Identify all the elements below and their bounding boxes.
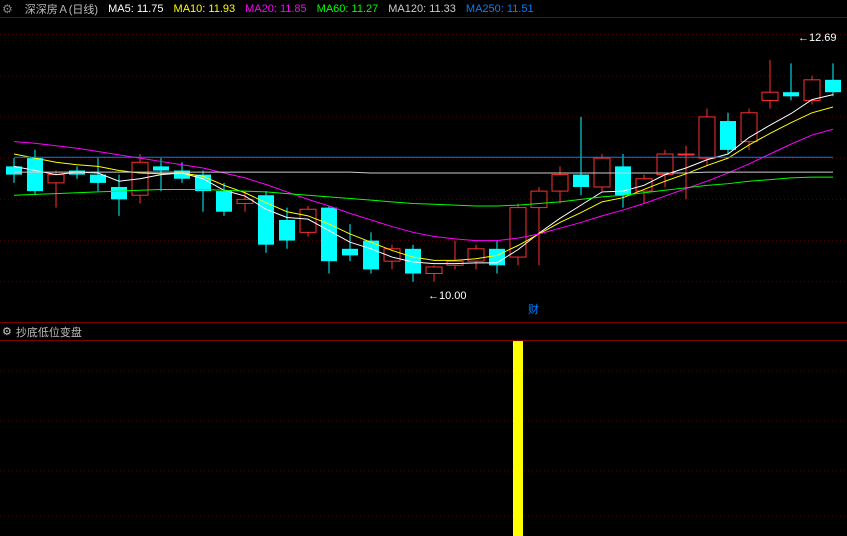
ma120-label: MA120: 11.33 — [388, 3, 456, 15]
high-price-annotation: ←12.69 — [798, 32, 837, 44]
main-chart-header: ⚙ 深深房Ａ(日线) MA5: 11.75 MA10: 11.93 MA20: … — [0, 0, 847, 18]
signal-bar — [513, 341, 523, 536]
candlestick-svg — [0, 18, 847, 323]
cai-annotation: 财 — [528, 301, 539, 317]
ma10-label: MA10: 11.93 — [174, 3, 236, 15]
ma5-label: MA5: 11.75 — [108, 3, 163, 15]
stock-chart-container: ⚙ 深深房Ａ(日线) MA5: 11.75 MA10: 11.93 MA20: … — [0, 0, 847, 536]
ma60-label: MA60: 11.27 — [317, 3, 379, 15]
gear-icon[interactable]: ⚙ — [2, 2, 13, 16]
ma20-label: MA20: 11.85 — [245, 3, 307, 15]
ma250-label: MA250: 11.51 — [466, 3, 534, 15]
low-price-annotation: ←10.00 — [428, 290, 467, 302]
gear-icon[interactable]: ⚙ — [2, 325, 12, 338]
main-candlestick-panel[interactable]: ←10.00 ←12.69 财 — [0, 18, 847, 323]
chart-title: 深深房Ａ(日线) — [25, 1, 98, 17]
sub-panel-header: ⚙ 抄底低位变盘 — [0, 323, 847, 341]
indicator-panel[interactable] — [0, 341, 847, 536]
indicator-svg — [0, 341, 847, 536]
sub-panel-title: 抄底低位变盘 — [16, 324, 82, 340]
